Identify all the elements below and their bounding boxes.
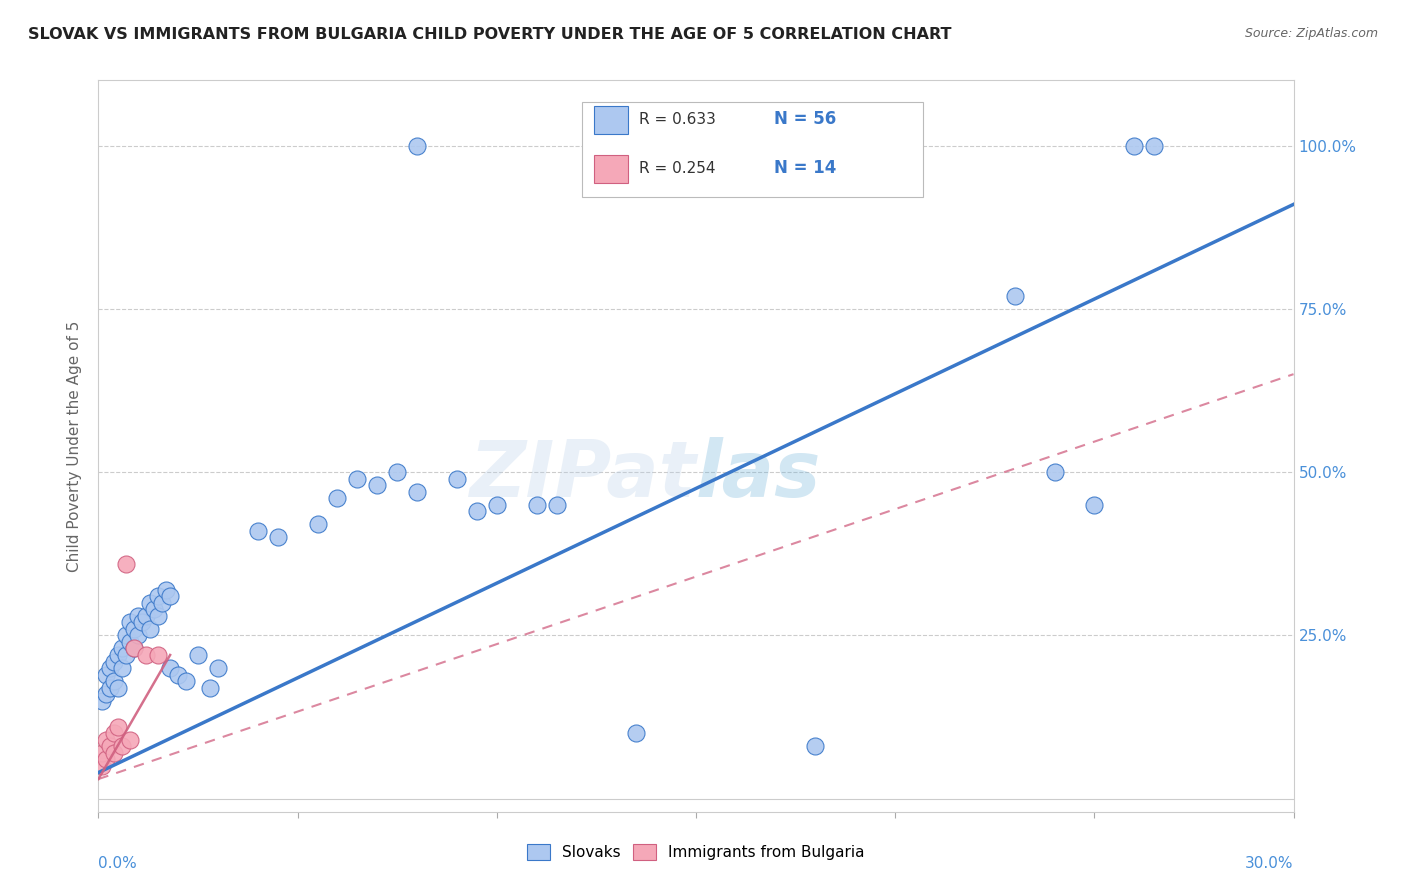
Point [111, 739, 134, 754]
Point [366, 478, 388, 492]
Point [159, 589, 181, 603]
Point [135, 608, 157, 623]
Point [246, 524, 269, 538]
Point [1143, 138, 1166, 153]
Point [124, 622, 146, 636]
Legend: Slovaks, Immigrants from Bulgaria: Slovaks, Immigrants from Bulgaria [522, 838, 870, 866]
Point [120, 615, 142, 630]
Point [111, 641, 134, 656]
Point [1043, 465, 1066, 479]
Point [103, 655, 125, 669]
Point [143, 602, 166, 616]
Point [148, 648, 170, 662]
Text: ZIPat: ZIPat [470, 437, 696, 513]
Point [150, 596, 173, 610]
Point [107, 681, 129, 695]
Point [155, 582, 177, 597]
Point [103, 746, 125, 760]
Point [115, 648, 138, 662]
Point [111, 661, 134, 675]
Text: 0.0%: 0.0% [98, 855, 138, 871]
Point [127, 608, 149, 623]
Text: N = 14: N = 14 [773, 159, 837, 177]
Text: 30.0%: 30.0% [1246, 855, 1294, 871]
FancyBboxPatch shape [595, 155, 628, 183]
Point [96, 752, 118, 766]
Point [385, 465, 409, 479]
Point [446, 472, 468, 486]
Point [120, 732, 142, 747]
Point [103, 726, 125, 740]
Point [124, 641, 146, 656]
Point [103, 674, 125, 689]
Point [135, 648, 157, 662]
Text: N = 56: N = 56 [773, 110, 837, 128]
Point [267, 530, 290, 544]
Point [127, 628, 149, 642]
Point [198, 681, 221, 695]
Point [91, 694, 114, 708]
Point [148, 589, 170, 603]
FancyBboxPatch shape [582, 103, 922, 197]
Point [626, 726, 648, 740]
Point [804, 739, 827, 754]
Point [465, 504, 488, 518]
Text: las: las [696, 437, 821, 513]
Point [96, 687, 118, 701]
Point [1083, 498, 1105, 512]
Point [91, 746, 114, 760]
FancyBboxPatch shape [595, 106, 628, 134]
Text: SLOVAK VS IMMIGRANTS FROM BULGARIA CHILD POVERTY UNDER THE AGE OF 5 CORRELATION : SLOVAK VS IMMIGRANTS FROM BULGARIA CHILD… [28, 27, 952, 42]
Point [96, 732, 118, 747]
Point [307, 517, 329, 532]
Point [120, 635, 142, 649]
Point [98, 681, 122, 695]
Point [96, 667, 118, 681]
Point [159, 661, 181, 675]
Point [115, 628, 138, 642]
Point [526, 498, 548, 512]
Point [326, 491, 349, 506]
Point [1123, 138, 1146, 153]
Y-axis label: Child Poverty Under the Age of 5: Child Poverty Under the Age of 5 [67, 320, 83, 572]
Point [187, 648, 209, 662]
Text: R = 0.633: R = 0.633 [638, 112, 716, 127]
Point [131, 615, 153, 630]
Point [406, 484, 429, 499]
Point [139, 596, 162, 610]
Point [139, 622, 162, 636]
Point [406, 138, 429, 153]
Text: R = 0.254: R = 0.254 [638, 161, 716, 176]
Point [346, 472, 368, 486]
Text: Source: ZipAtlas.com: Source: ZipAtlas.com [1244, 27, 1378, 40]
Point [107, 648, 129, 662]
Point [91, 759, 114, 773]
Point [115, 557, 138, 571]
Point [174, 674, 197, 689]
Point [98, 661, 122, 675]
Point [167, 667, 190, 681]
Point [124, 641, 146, 656]
Point [485, 498, 508, 512]
Point [207, 661, 229, 675]
Point [148, 608, 170, 623]
Point [1004, 289, 1026, 303]
Point [546, 498, 568, 512]
Point [107, 720, 129, 734]
Point [98, 739, 122, 754]
